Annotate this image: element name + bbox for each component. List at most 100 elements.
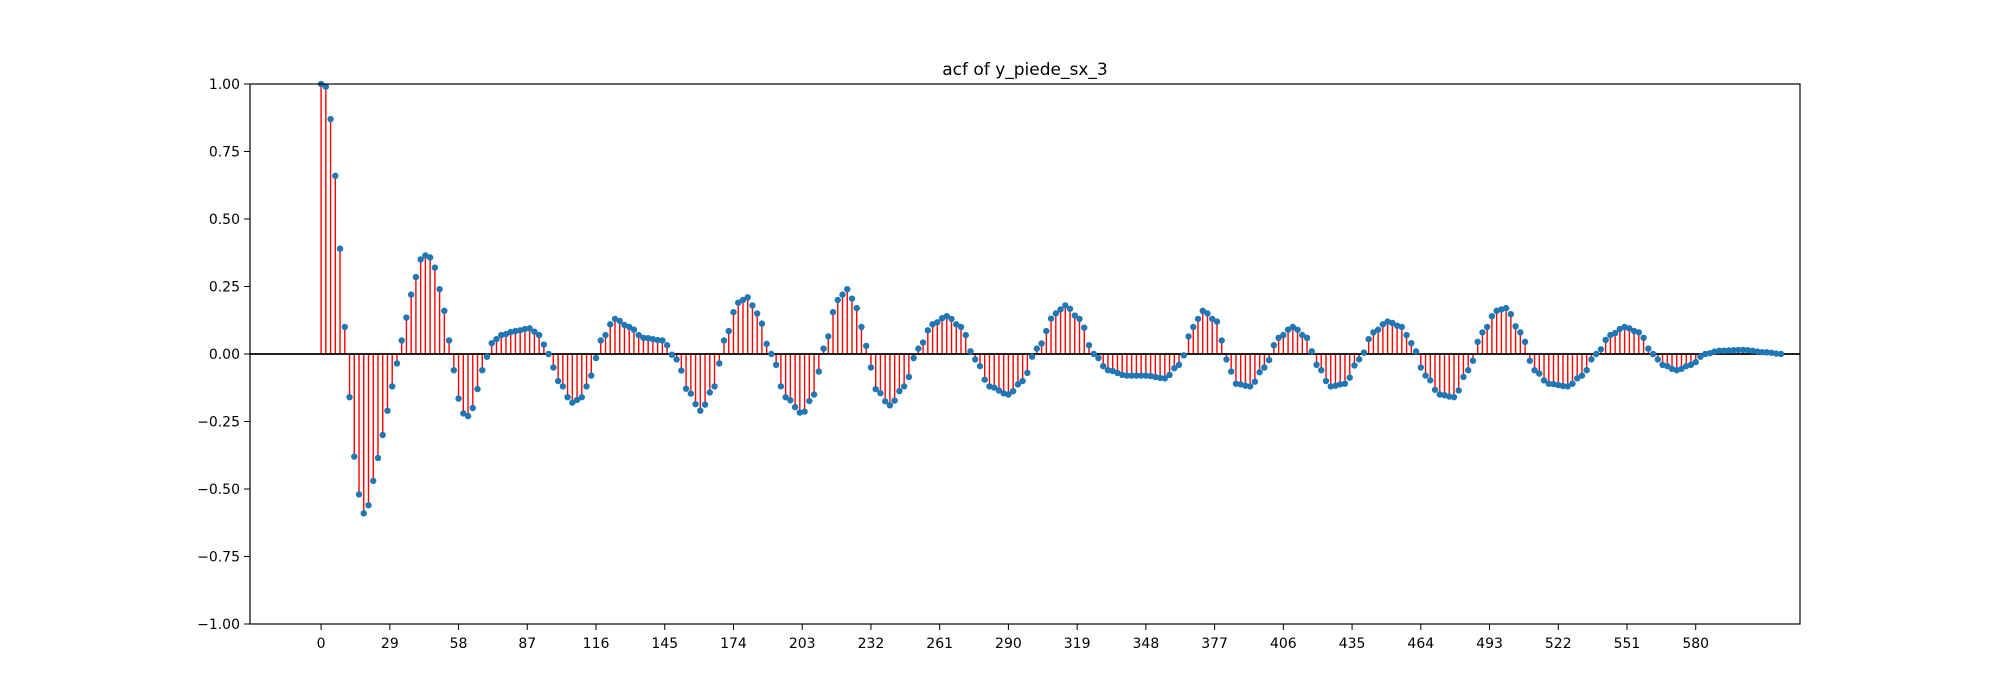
stem-marker <box>1517 329 1524 336</box>
stem-marker <box>1450 394 1458 401</box>
stem-marker <box>607 321 614 328</box>
x-tick-label: 116 <box>583 636 610 652</box>
stem-marker <box>867 364 875 371</box>
stem-marker <box>1265 356 1273 364</box>
stem-marker <box>573 396 581 404</box>
x-tick-label: 493 <box>1476 636 1503 652</box>
stem-marker <box>483 353 491 360</box>
stem-marker <box>1038 340 1045 347</box>
x-tick-label: 174 <box>720 636 747 652</box>
stem-marker <box>1531 367 1538 374</box>
stem-marker <box>1133 372 1140 379</box>
stem-marker <box>1118 371 1126 379</box>
stem-marker <box>1379 321 1387 328</box>
stem-marker <box>1341 380 1349 387</box>
stem-marker <box>1275 334 1282 341</box>
stem-marker <box>900 383 908 390</box>
stem-marker <box>943 313 950 320</box>
stem-marker <box>1066 305 1074 312</box>
stem-marker <box>1649 350 1657 358</box>
stem-marker <box>1597 346 1605 353</box>
stem-marker <box>346 394 353 401</box>
stem-marker <box>1337 381 1344 388</box>
stem-marker <box>1474 338 1481 346</box>
stem-marker <box>654 336 661 344</box>
stem-marker <box>744 294 751 301</box>
stem-marker <box>1209 315 1216 323</box>
stem-marker <box>1455 387 1462 394</box>
stem-marker <box>905 373 913 381</box>
stem-marker <box>1512 323 1519 330</box>
stem-marker <box>692 400 699 408</box>
stem-marker <box>1251 378 1259 385</box>
stem-marker <box>1540 377 1548 384</box>
stem-marker <box>1635 329 1643 336</box>
stem-marker <box>370 477 377 485</box>
stem-marker <box>1469 357 1477 364</box>
stem-marker <box>1464 367 1472 374</box>
y-tick-label: 1.00 <box>209 77 240 93</box>
stem-marker <box>1052 310 1060 317</box>
stem-marker <box>948 315 955 323</box>
stem-marker <box>1057 306 1064 313</box>
stem-marker <box>1422 372 1429 379</box>
stem-marker <box>1180 352 1187 359</box>
stem-marker <box>1664 362 1671 370</box>
stem-marker <box>640 334 647 341</box>
stem-marker <box>1588 356 1595 363</box>
stem-marker <box>820 345 827 352</box>
stem-marker <box>521 325 529 333</box>
x-tick-label: 377 <box>1201 636 1228 652</box>
stem-marker <box>697 407 704 414</box>
x-tick-label: 464 <box>1407 636 1434 652</box>
stem-marker <box>493 335 500 343</box>
stem-marker <box>1583 367 1590 374</box>
x-tick-label: 522 <box>1545 636 1572 652</box>
stem-marker <box>450 367 458 374</box>
stem-marker <box>1735 346 1742 354</box>
stem-marker <box>1720 347 1728 354</box>
stem-marker <box>531 328 538 335</box>
stem-marker <box>1308 348 1315 355</box>
stem-marker <box>990 384 998 391</box>
stem-marker <box>720 337 728 344</box>
stem-marker <box>1152 373 1159 381</box>
stem-marker <box>953 321 960 328</box>
y-tick-label: 0.25 <box>209 280 240 296</box>
stem-marker <box>1284 326 1292 333</box>
stem-marker <box>469 404 476 412</box>
stem-marker <box>730 308 737 316</box>
stem-marker <box>1156 374 1164 382</box>
stem-marker <box>1100 362 1107 370</box>
stem-marker <box>1194 315 1202 323</box>
stem-marker <box>787 397 794 404</box>
stem-marker <box>1166 371 1173 379</box>
stem-marker <box>1024 369 1031 377</box>
stem-marker <box>725 327 732 335</box>
stem-marker <box>1678 365 1685 373</box>
stem-marker <box>332 172 339 179</box>
stem-marker <box>1744 346 1752 354</box>
stem-marker <box>659 337 666 344</box>
stem-marker <box>1521 338 1529 346</box>
stem-marker <box>1076 315 1083 323</box>
stem-marker <box>976 362 984 370</box>
stem-marker <box>1569 380 1576 387</box>
stem-marker <box>962 331 969 339</box>
stem-marker <box>1479 329 1486 336</box>
stem-marker <box>801 408 808 415</box>
stem-marker <box>351 453 358 460</box>
chart-title: acf of y_piede_sx_3 <box>942 60 1107 80</box>
stem-marker <box>1261 364 1268 371</box>
stem-marker <box>1227 368 1235 375</box>
stem-marker <box>1185 333 1192 340</box>
stem-marker <box>1085 342 1093 349</box>
x-tick-label: 232 <box>858 636 885 652</box>
stem-marker <box>1701 350 1709 358</box>
stem-marker <box>1626 325 1633 332</box>
stem-markers <box>317 80 1785 517</box>
stem-marker <box>1327 383 1334 390</box>
stem-marker <box>336 245 344 252</box>
stem-marker <box>374 454 382 462</box>
stem-marker <box>1536 370 1543 377</box>
